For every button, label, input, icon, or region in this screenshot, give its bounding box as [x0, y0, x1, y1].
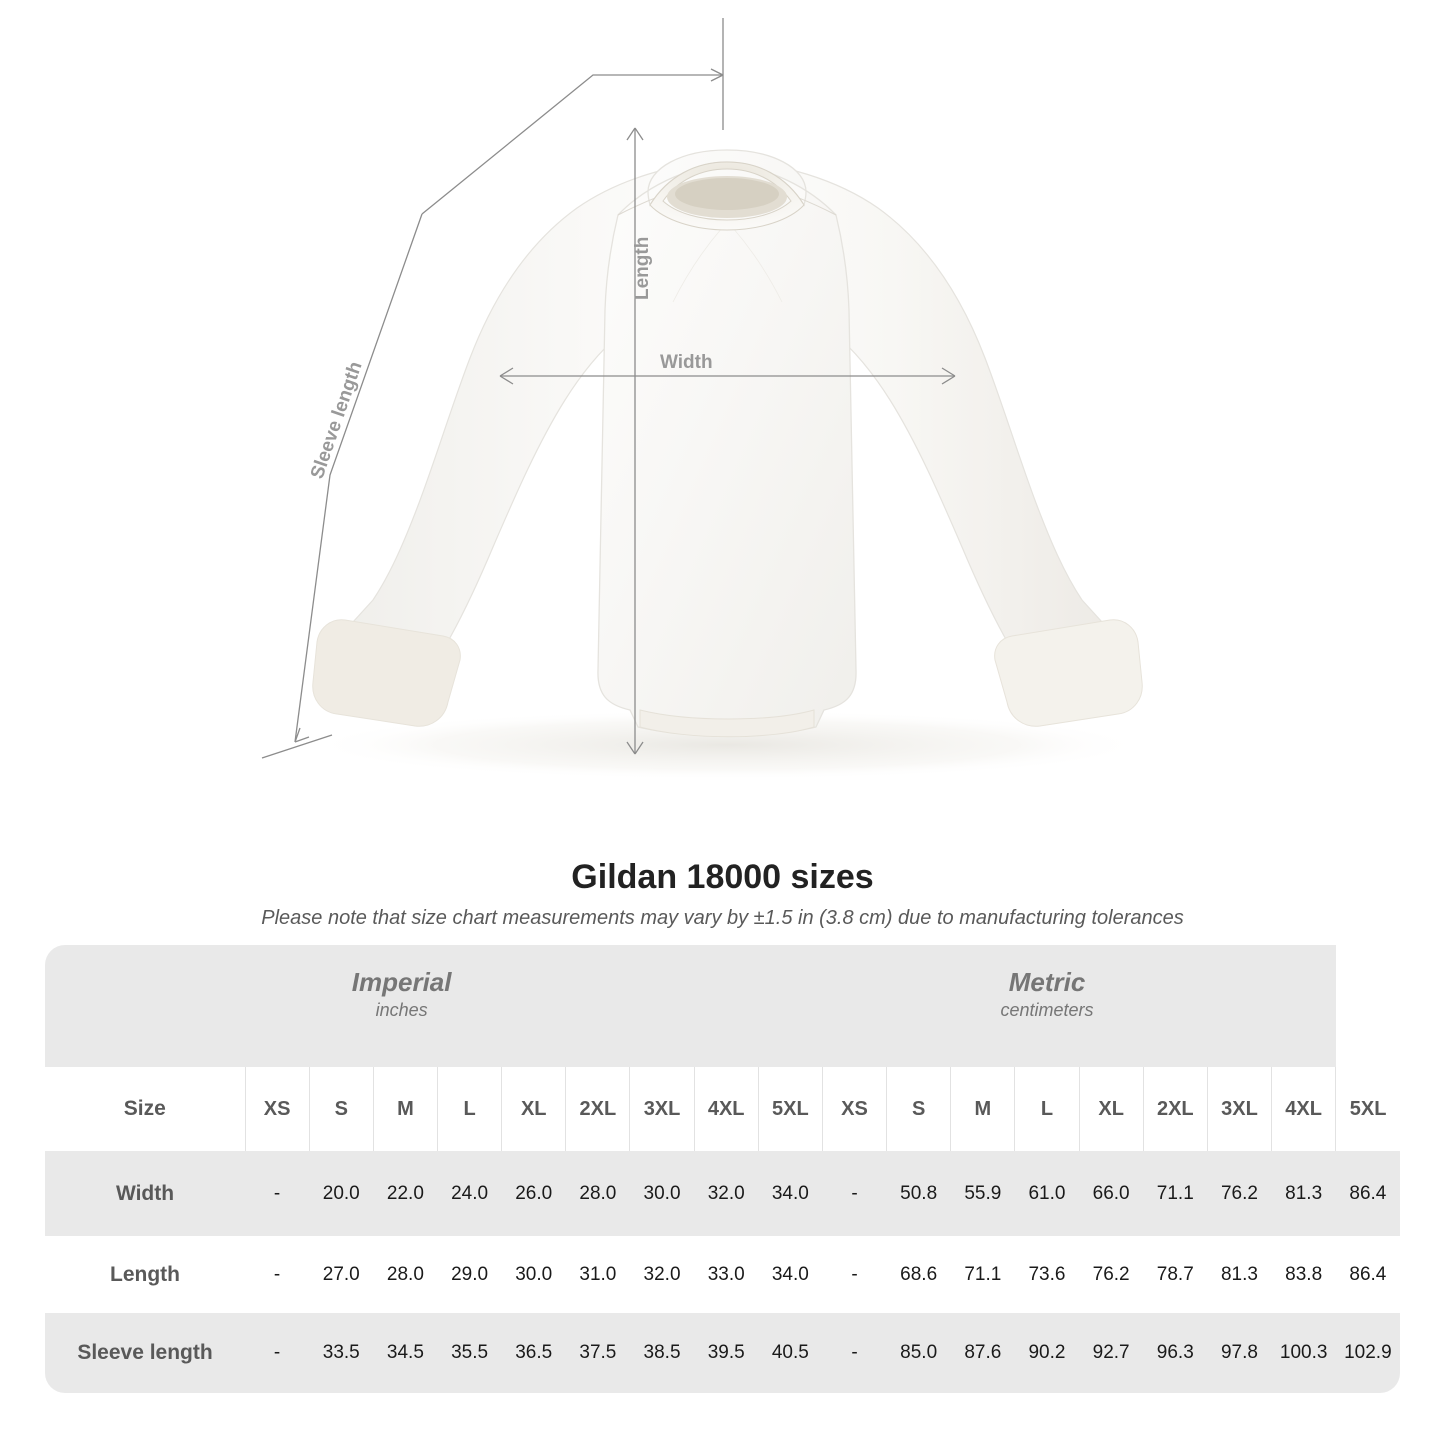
svg-text:Width: Width [660, 352, 713, 373]
svg-text:Sleeve length: Sleeve length [307, 359, 367, 482]
svg-text:Length: Length [632, 237, 653, 300]
